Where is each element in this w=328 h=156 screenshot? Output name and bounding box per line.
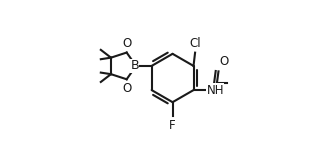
Text: B: B — [131, 59, 139, 72]
Text: NH: NH — [206, 84, 224, 97]
Text: F: F — [169, 119, 176, 132]
Text: Cl: Cl — [189, 37, 201, 50]
Text: O: O — [219, 55, 229, 68]
Text: O: O — [123, 82, 132, 95]
Text: O: O — [123, 37, 132, 50]
